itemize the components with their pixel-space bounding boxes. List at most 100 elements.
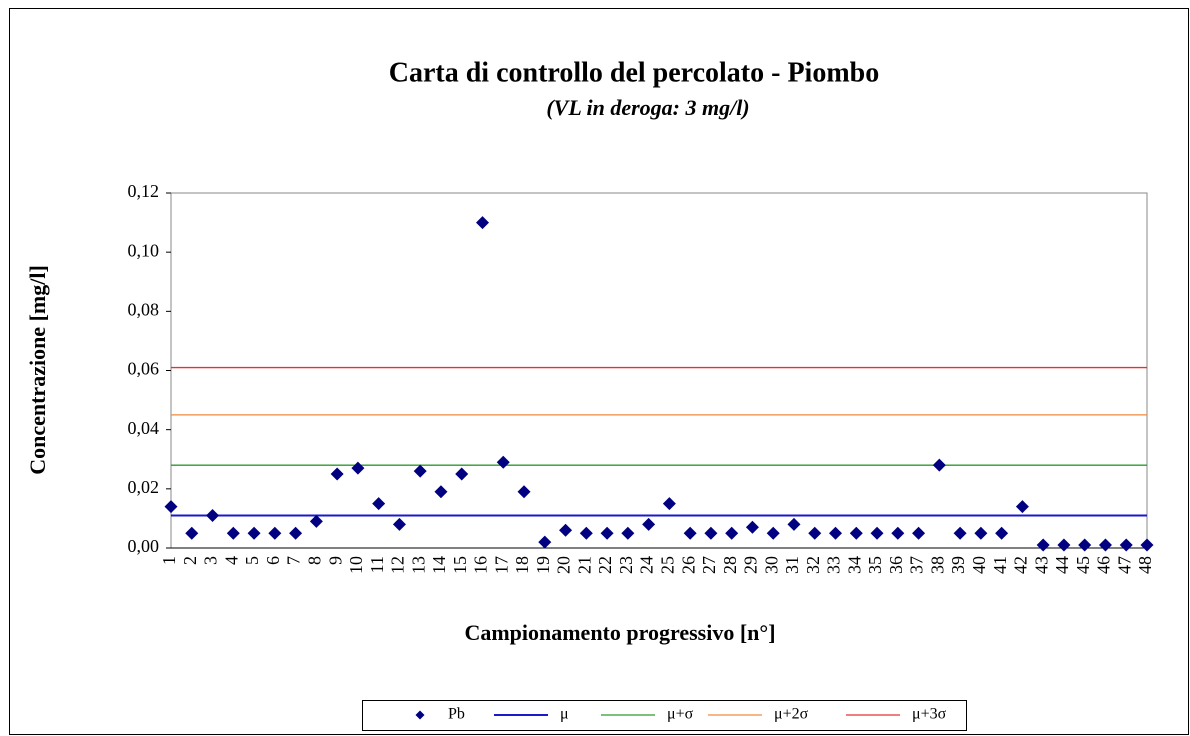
data-point	[953, 526, 967, 540]
x-tick-label: 18	[512, 556, 532, 574]
x-tick-label: 24	[637, 556, 657, 574]
data-point	[932, 458, 946, 472]
x-tick-label: 9	[325, 556, 345, 565]
data-point	[289, 526, 303, 540]
data-point	[247, 526, 261, 540]
x-tick-label: 31	[782, 556, 802, 574]
data-point	[725, 526, 739, 540]
x-tick-label: 42	[1011, 556, 1031, 574]
x-tick-label: 19	[533, 556, 553, 574]
data-point	[1015, 500, 1029, 514]
x-tick-label: 15	[450, 556, 470, 574]
y-tick-label: 0,04	[128, 418, 160, 438]
y-tick-label: 0,00	[128, 536, 160, 556]
x-tick-label: 29	[741, 556, 761, 574]
x-tick-label: 22	[595, 556, 615, 574]
data-point	[1078, 538, 1092, 552]
data-point	[579, 526, 593, 540]
x-tick-label: 28	[720, 556, 740, 574]
data-point	[268, 526, 282, 540]
x-tick-label: 4	[221, 556, 241, 565]
y-tick-label: 0,02	[128, 477, 160, 497]
data-point	[912, 526, 926, 540]
data-point	[206, 508, 220, 522]
x-tick-label: 39	[948, 556, 968, 574]
x-tick-label: 46	[1094, 556, 1114, 574]
data-point	[559, 523, 573, 537]
data-point	[351, 461, 365, 475]
data-point	[704, 526, 718, 540]
data-point	[829, 526, 843, 540]
data-point	[413, 464, 427, 478]
x-tick-label: 14	[429, 556, 449, 574]
x-tick-label: 38	[927, 556, 947, 574]
data-point	[995, 526, 1009, 540]
data-point	[870, 526, 884, 540]
x-tick-label: 7	[284, 556, 304, 565]
x-tick-label: 43	[1031, 556, 1051, 574]
legend-label: Pb	[448, 706, 465, 723]
y-tick-label: 0,12	[128, 181, 160, 201]
x-tick-label: 12	[388, 556, 408, 574]
x-tick-label: 2	[180, 556, 200, 565]
legend-label: μ+2σ	[774, 706, 809, 723]
data-point	[1140, 538, 1154, 552]
x-tick-label: 6	[263, 556, 283, 565]
data-point	[891, 526, 905, 540]
data-point	[496, 455, 510, 469]
y-tick-label: 0,08	[128, 299, 160, 319]
y-axis-label: Concentrazione [mg/l]	[25, 265, 50, 475]
chart-title: Carta di controllo del percolato - Piomb…	[389, 57, 879, 88]
x-tick-label: 26	[678, 556, 698, 574]
data-point	[642, 517, 656, 531]
x-tick-label: 36	[886, 556, 906, 574]
x-tick-label: 13	[408, 556, 428, 574]
chart-subtitle: (VL in deroga: 3 mg/l)	[546, 95, 749, 120]
data-point	[164, 500, 178, 514]
x-tick-label: 5	[242, 556, 262, 565]
x-tick-label: 33	[824, 556, 844, 574]
x-tick-label: 32	[803, 556, 823, 574]
x-tick-label: 23	[616, 556, 636, 574]
x-axis-label: Campionamento progressivo [n°]	[464, 620, 775, 645]
data-point	[1036, 538, 1050, 552]
data-point	[392, 517, 406, 531]
x-tick-label: 47	[1114, 556, 1134, 574]
data-point	[662, 497, 676, 511]
legend-label: μ+3σ	[912, 706, 947, 723]
x-tick-label: 44	[1052, 556, 1072, 574]
data-point	[185, 526, 199, 540]
x-tick-label: 30	[761, 556, 781, 574]
data-point	[538, 535, 552, 549]
data-point	[1098, 538, 1112, 552]
data-point	[974, 526, 988, 540]
data-point	[621, 526, 635, 540]
x-tick-label: 8	[304, 556, 324, 565]
x-tick-label: 10	[346, 556, 366, 574]
data-point	[808, 526, 822, 540]
x-tick-label: 1	[159, 556, 179, 565]
data-point	[372, 497, 386, 511]
x-tick-label: 3	[201, 556, 221, 565]
data-point	[766, 526, 780, 540]
data-point	[745, 520, 759, 534]
data-point	[330, 467, 344, 481]
data-point	[1057, 538, 1071, 552]
data-point	[309, 514, 323, 528]
x-tick-label: 41	[990, 556, 1010, 574]
x-tick-label: 34	[844, 556, 864, 574]
x-tick-label: 40	[969, 556, 989, 574]
x-tick-label: 20	[554, 556, 574, 574]
data-point	[683, 526, 697, 540]
data-point	[226, 526, 240, 540]
x-tick-label: 17	[491, 556, 511, 574]
x-tick-label: 35	[865, 556, 885, 574]
data-point	[787, 517, 801, 531]
y-tick-label: 0,10	[128, 240, 160, 260]
legend-label: μ	[560, 706, 569, 723]
data-point	[849, 526, 863, 540]
x-tick-label: 21	[574, 556, 594, 574]
data-point	[455, 467, 469, 481]
x-tick-label: 27	[699, 556, 719, 574]
